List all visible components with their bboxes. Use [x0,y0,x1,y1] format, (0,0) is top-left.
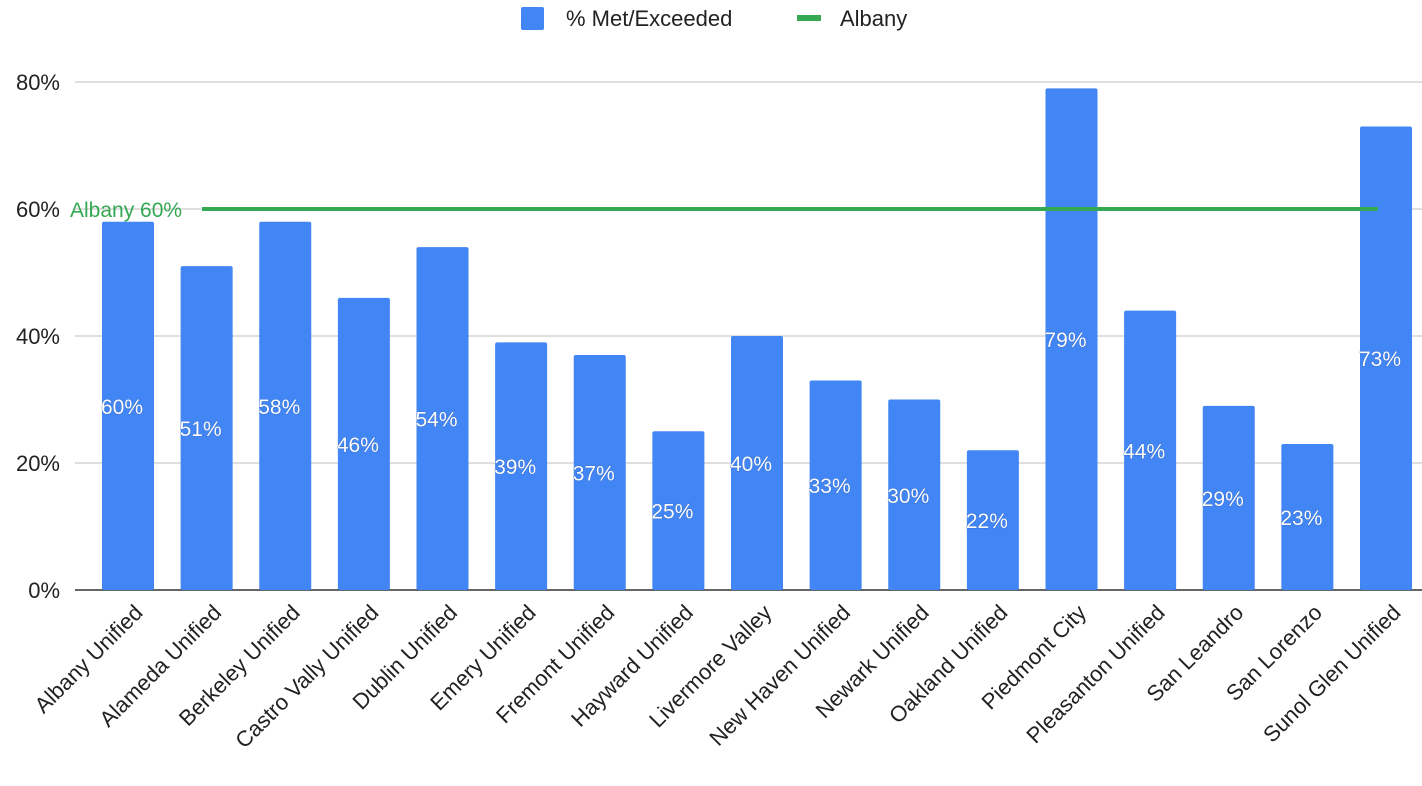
y-axis-ticks: 0% 20% 40% 60% 80% [16,70,60,603]
bar [573,355,626,590]
y-tick-label: 80% [16,70,60,95]
bar [259,221,312,590]
bar [966,450,1019,590]
x-tick-label: New Haven Unified [704,600,855,751]
legend-label-line: Albany [840,6,907,31]
bar-data-label: 40% [730,453,772,476]
albany-line-label: Albany 60% [70,199,182,222]
bars [102,88,1412,590]
bar [1124,310,1177,590]
bar-data-label: 25% [651,501,693,524]
bar-data-label: 60% [101,396,143,419]
bar-data-label: 22% [966,510,1008,533]
legend-label-bar: % Met/Exceeded [566,6,732,31]
bar-data-label: 30% [887,485,929,508]
bar [652,431,705,590]
bar [495,342,548,590]
bar-data-label: 23% [1280,507,1322,530]
bar [1360,126,1412,590]
bar [888,399,941,590]
bar-data-label: 39% [494,456,536,479]
bar-data-label: 46% [337,434,379,457]
legend-swatch-line [797,15,821,21]
legend: % Met/Exceeded Albany [521,6,907,31]
legend-swatch-bar [521,7,544,30]
y-tick-label: 20% [16,451,60,476]
reference-line: Albany 60% [70,199,1378,222]
bar [416,247,469,590]
bar [180,266,233,590]
bar-data-label: 73% [1359,348,1401,371]
bar [1281,443,1334,590]
bar-data-label: 29% [1202,488,1244,511]
bar [1045,88,1098,590]
bar-data-label: 44% [1123,440,1165,463]
bar [809,380,862,590]
y-tick-label: 60% [16,197,60,222]
bar-data-label: 37% [573,463,615,486]
x-tick-label: Pleasanton Unified [1021,600,1169,748]
bar-data-label: 58% [258,396,300,419]
bar-data-label: 54% [416,409,458,432]
bar [102,221,154,590]
bar-data-label: 79% [1045,329,1087,352]
bar [1202,405,1255,590]
bar [731,336,783,590]
bar-data-label: 51% [180,418,222,441]
data-labels: 60% 51% 58% 46% 54% 39% 37% 25% 40% 33% 30% 22% 79% 4… [101,329,1402,534]
x-tick-label: Castro Vally Unified [230,600,383,753]
y-tick-label: 0% [28,578,60,603]
bar [337,297,390,590]
bar-data-label: 33% [809,475,851,498]
x-tick-label: Sunol Glen Unified [1258,600,1405,747]
y-tick-label: 40% [16,324,60,349]
